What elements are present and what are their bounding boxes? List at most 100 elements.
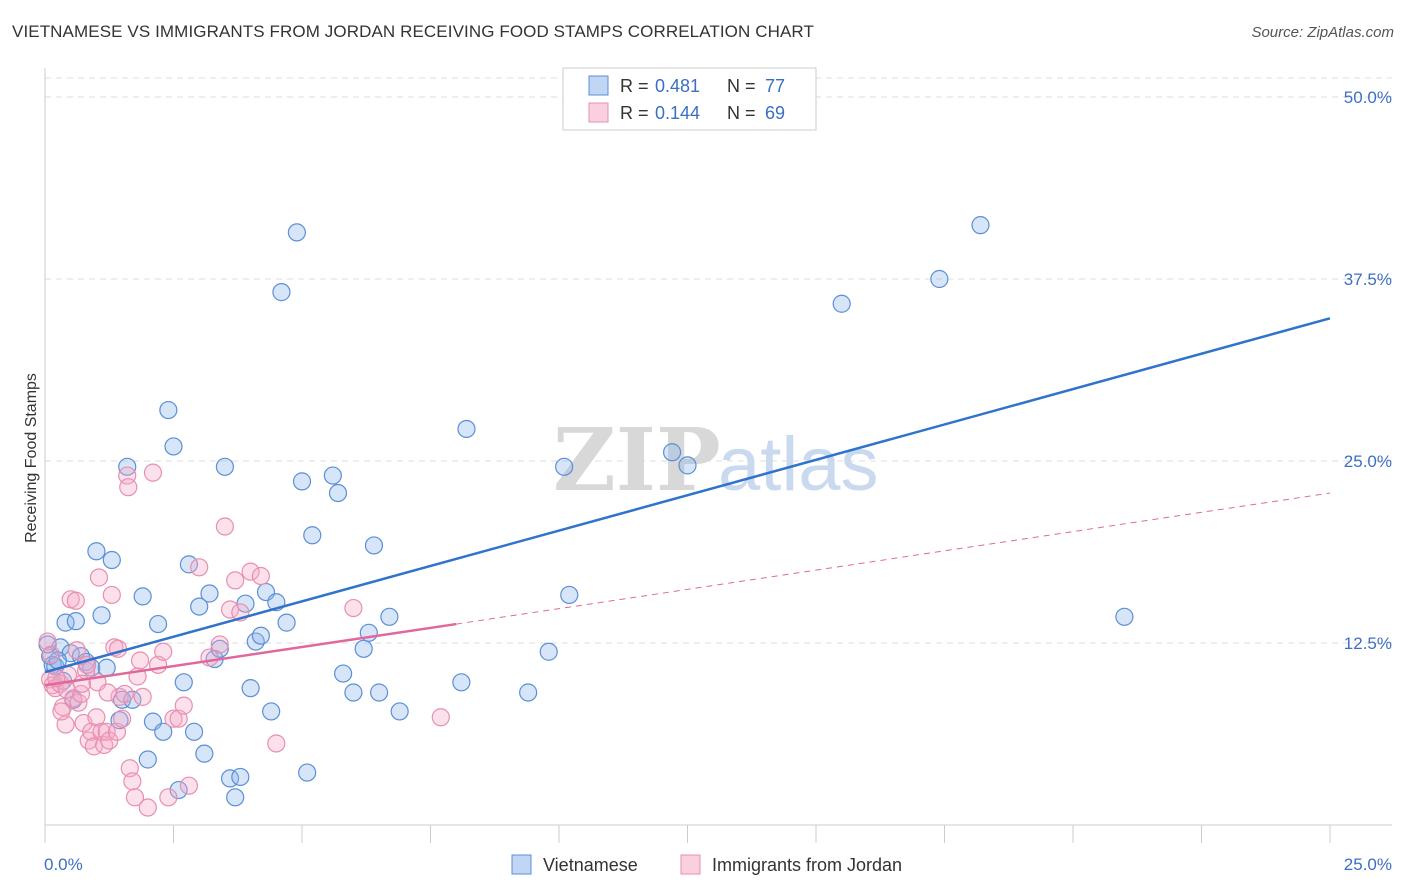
vietnamese-point [519,683,538,702]
jordan-point [241,562,260,581]
vietnamese-point [930,269,949,289]
vietnamese-point [678,456,697,475]
vietnamese-point [262,702,281,721]
y-tick-label: 12.5% [1344,634,1392,653]
vietnamese-point [66,612,85,631]
bottom-legend-swatch-vietnamese [511,854,532,875]
jordan-point [112,709,132,728]
vietnamese-point [272,283,291,302]
vietnamese-point [215,457,234,476]
vietnamese-point [292,472,312,491]
y-tick-label: 37.5% [1344,270,1392,289]
x-tick-label: 0.0% [44,855,83,874]
vietnamese-point [174,673,193,692]
vietnamese-point [539,642,558,661]
legend-swatch-jordan [588,102,609,123]
jordan-point [130,651,150,670]
vietnamese-point [364,536,384,555]
y-tick-labels: 12.5% 25.0% 37.5% 50.0% [1344,88,1392,653]
vietnamese-point [200,584,219,603]
vietnamese-point [148,614,168,634]
legend-r-value-1: 0.481 [655,76,700,96]
legend-n-label-1: N = [727,76,756,96]
vietnamese-point [1115,607,1134,626]
vietnamese-point [334,664,353,683]
grid-lines [45,77,1392,644]
vietnamese-point [457,419,476,439]
jordan-point [251,566,270,586]
vietnamese-point [287,223,306,242]
jordan-point [210,635,229,654]
jordan-point [174,696,193,715]
legend-r-label-1: R = [620,76,649,96]
legend: R = 0.481 N = 77 R = 0.144 N = 69 [562,67,817,131]
vietnamese-point [662,443,682,462]
jordan-point [143,463,163,482]
y-tick-label: 50.0% [1344,88,1392,107]
jordan-point [179,776,199,795]
vietnamese-point [452,673,471,692]
vietnamese-point [251,626,270,645]
jordan-point [102,585,121,605]
vietnamese-points [38,216,1134,807]
legend-r-label-2: R = [620,103,649,123]
vietnamese-point [138,750,157,769]
vietnamese-point [354,639,373,658]
svg-text:ZIP: ZIP [553,410,721,511]
jordan-point [67,641,86,660]
vietnamese-point [102,550,121,570]
vietnamese-point [241,679,260,698]
y-axis-label: Receiving Food Stamps [23,373,40,543]
watermark: ZIP atlas [553,410,879,511]
vietnamese-point [195,744,214,763]
jordan-point [220,600,240,619]
vietnamese-point [97,658,116,677]
vietnamese-point [277,613,296,632]
vietnamese-point [92,606,111,625]
jordan-point [159,788,178,807]
vietnamese-point [390,702,409,721]
vietnamese-point [226,788,245,807]
vietnamese-point [246,632,265,651]
vietnamese-point [344,683,363,702]
jordan-point [125,788,145,807]
jordan-trend-extension [456,492,1331,625]
jordan-point [66,591,85,610]
vietnamese-point [133,587,152,606]
jordan-point [138,798,157,817]
vietnamese-point [184,722,204,741]
jordan-point [344,598,363,618]
jordan-point [190,558,209,577]
vietnamese-point [323,466,342,485]
vietnamese-point [303,526,322,545]
jordan-point [52,702,71,721]
jordan-point [226,571,245,590]
bottom-legend: Vietnamese Immigrants from Jordan [511,854,902,875]
vietnamese-point [87,542,106,561]
jordan-point [98,683,117,702]
vietnamese-point [298,763,317,782]
legend-r-value-2: 0.144 [655,103,700,123]
chart-title: VIETNAMESE VS IMMIGRANTS FROM JORDAN REC… [12,22,814,41]
jordan-point [115,684,134,704]
vietnamese-point [190,597,209,616]
vietnamese-point [154,722,173,741]
vietnamese-point [231,767,250,787]
x-tick-label: 25.0% [1344,855,1392,874]
y-tick-label: 25.0% [1344,452,1392,471]
vietnamese-point [328,483,348,503]
legend-swatch-vietnamese [588,75,609,96]
bottom-legend-jordan: Immigrants from Jordan [712,855,902,875]
jordan-points [38,463,450,817]
jordan-point [164,709,183,728]
chart-source: Source: ZipAtlas.com [1251,24,1394,41]
trend-lines [44,317,1331,687]
jordan-point [267,734,286,753]
legend-n-label-2: N = [727,103,756,123]
jordan-trend-line [44,622,457,687]
legend-n-value-1: 77 [765,76,785,96]
vietnamese-point [971,216,990,235]
bottom-legend-swatch-jordan [680,854,701,875]
jordan-point [123,772,142,791]
